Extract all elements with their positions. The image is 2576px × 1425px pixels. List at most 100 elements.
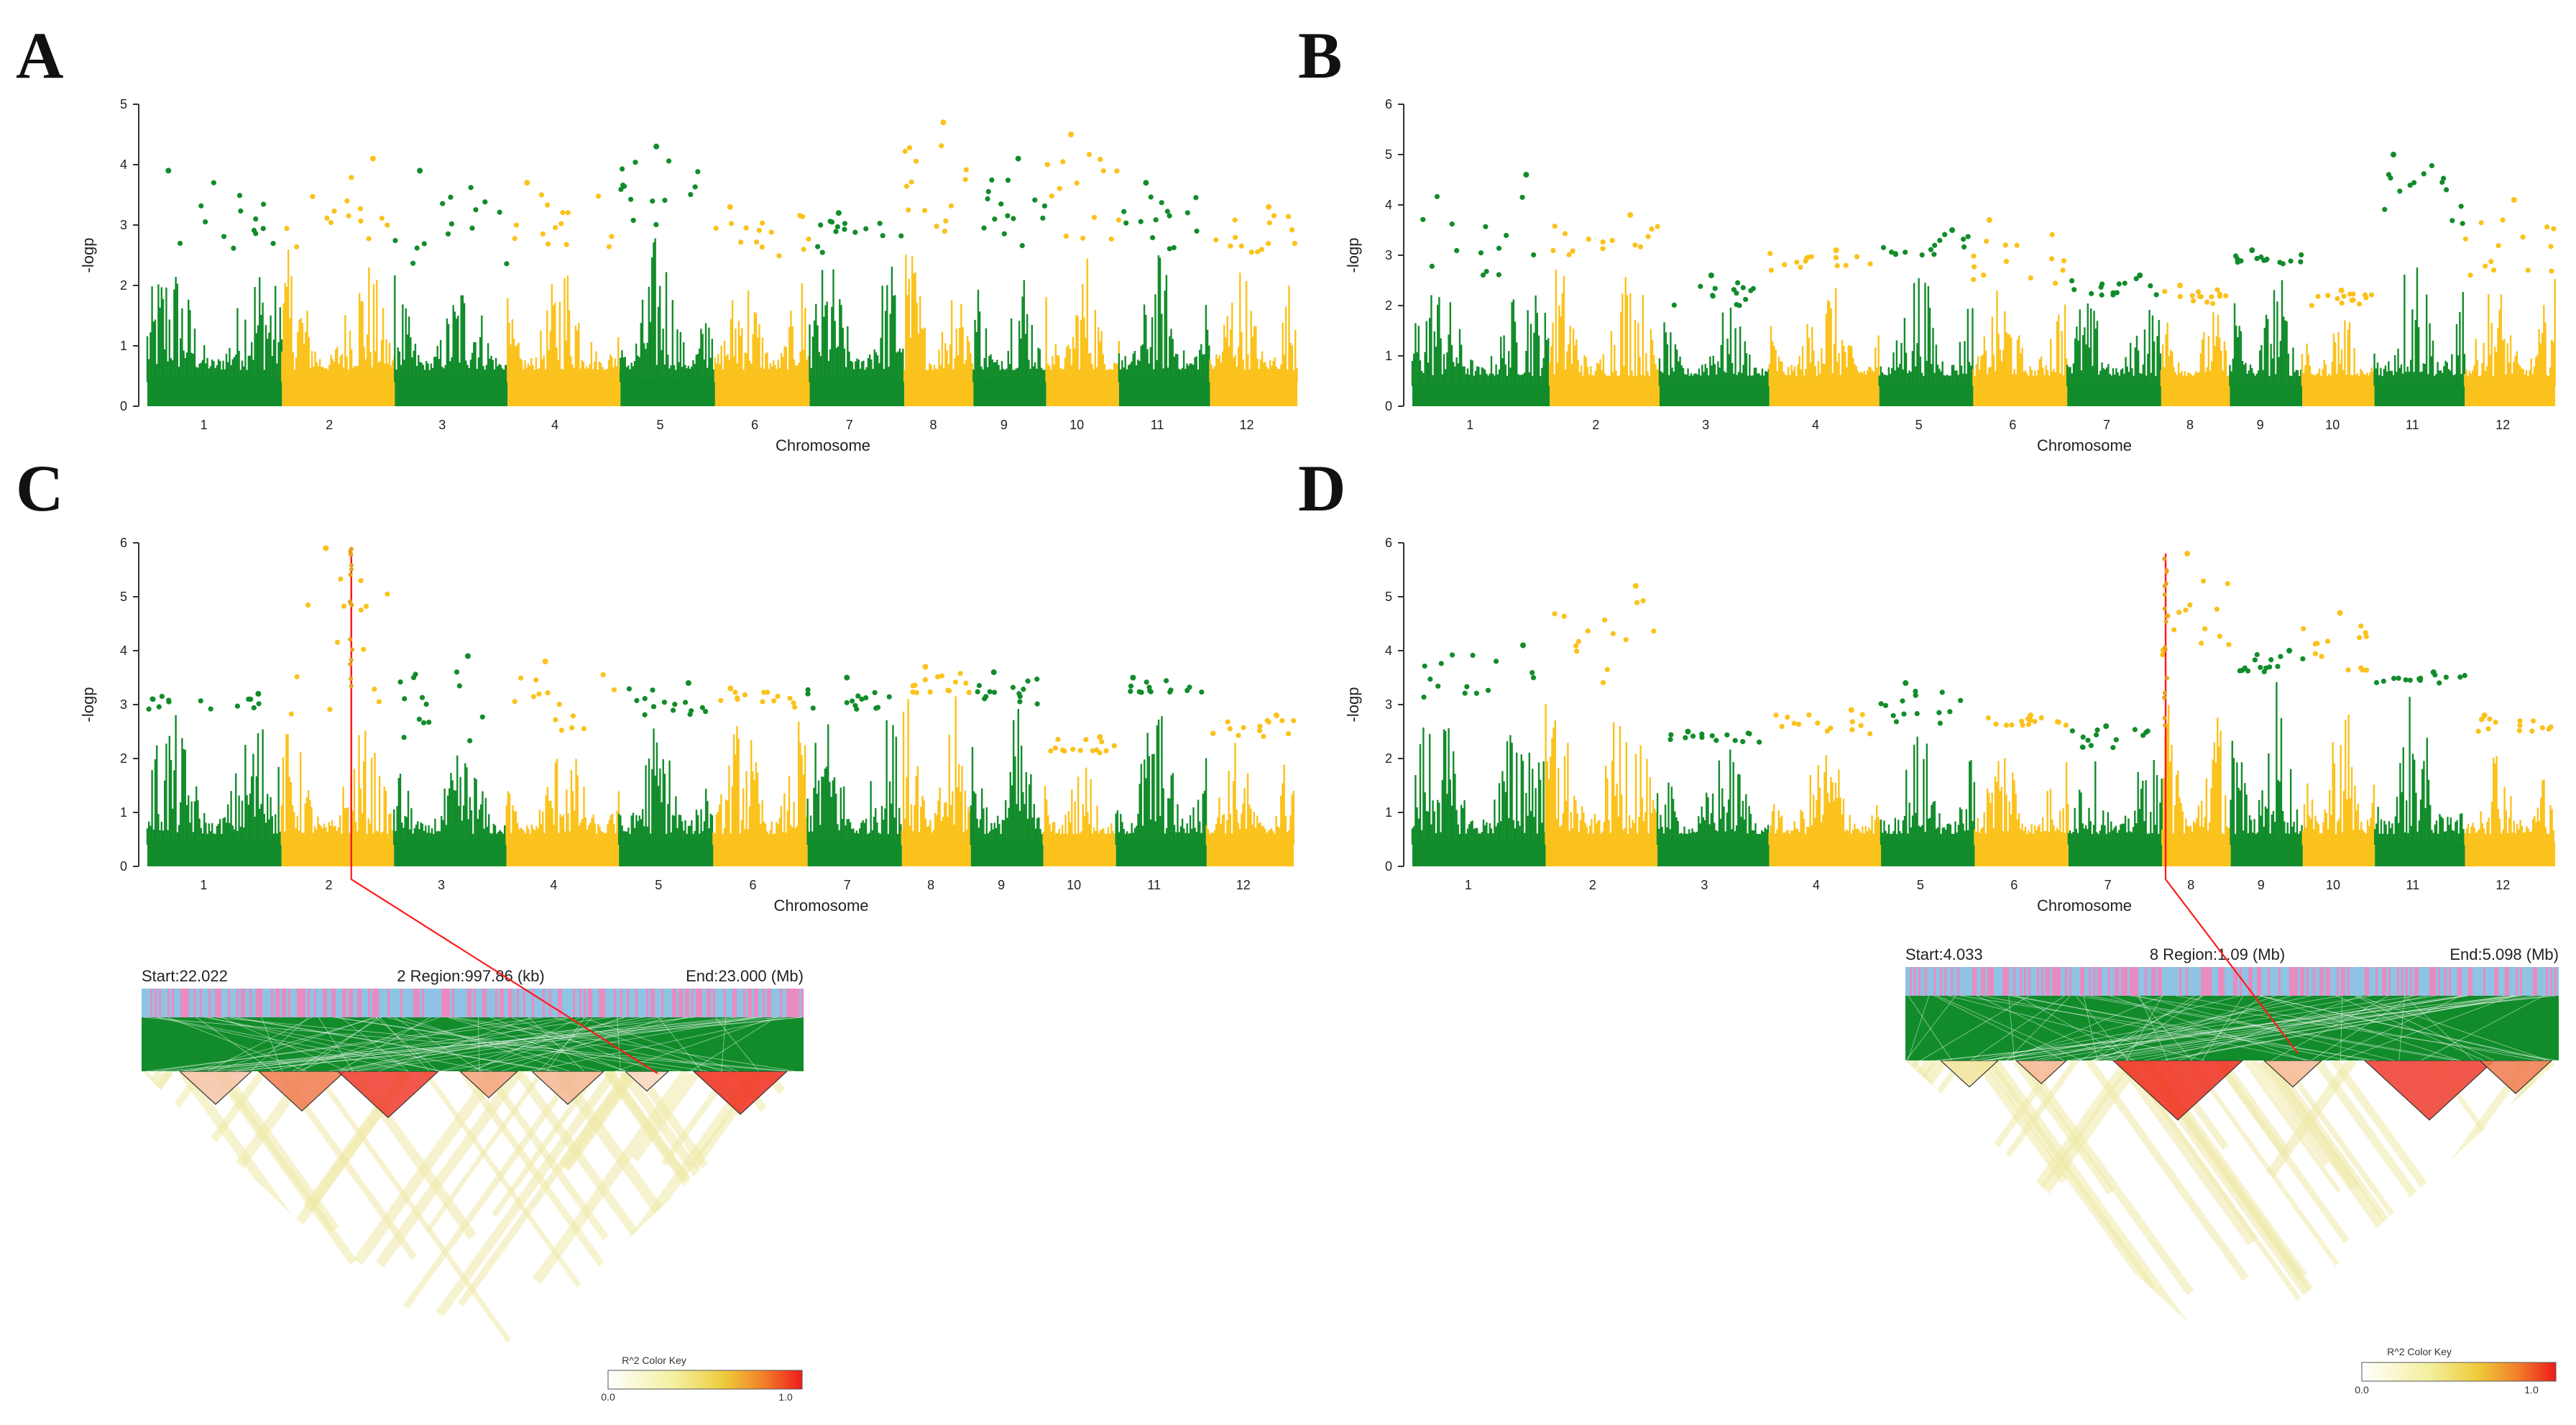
snp-stripe [1953, 967, 1956, 996]
ld-block [2113, 1060, 2242, 1120]
snp-point [2049, 232, 2055, 238]
snp-stripe [2367, 967, 2370, 996]
snp-stripe [474, 989, 477, 1017]
snp-stripe [323, 989, 326, 1017]
snp-stripe [325, 989, 328, 1017]
x-tick-label: 9 [1000, 418, 1008, 432]
y-tick-label: 5 [1385, 147, 1392, 162]
snp-point [2254, 651, 2260, 658]
snp-point [2133, 275, 2139, 282]
snp-point [1052, 745, 1059, 751]
snp-stripe [2250, 967, 2253, 996]
snp-stripe [2419, 967, 2421, 996]
snp-point [1878, 701, 1884, 707]
snp-point [366, 236, 372, 242]
snp-point [800, 214, 806, 219]
snp-stripe [2539, 967, 2542, 996]
snp-point [545, 202, 551, 208]
peak-snp-point [685, 680, 691, 686]
snp-point [338, 576, 344, 582]
ld-position-lines-c [142, 1017, 804, 1072]
snp-point [392, 237, 398, 244]
peak-snp-point [323, 545, 329, 551]
snp-point [1645, 234, 1651, 239]
snp-point [327, 707, 333, 712]
snp-point [1632, 242, 1638, 248]
snp-point [1193, 195, 1199, 201]
snp-stripe [362, 989, 364, 1017]
snp-stripe [226, 989, 229, 1017]
snp-stripe [2522, 967, 2525, 996]
snp-point [1640, 597, 1646, 604]
snp-point [2299, 252, 2304, 258]
snp-point [346, 213, 351, 219]
ld-block-outline [530, 1071, 605, 1105]
peak-snp-point [2511, 197, 2517, 203]
snp-point [852, 229, 858, 235]
peak-snp-point [524, 180, 530, 186]
snp-stripe [422, 989, 425, 1017]
snp-point [934, 224, 939, 229]
snp-point [699, 705, 705, 710]
snp-point [2226, 641, 2232, 648]
peak-snp-point [844, 674, 850, 681]
ld-block [1941, 1060, 1998, 1087]
snp-stripe [512, 989, 515, 1017]
snp-stripe [2546, 967, 2549, 996]
chromosome-7-points [2066, 272, 2162, 406]
snp-stripe [2229, 967, 2232, 996]
dense-snp-band [1043, 842, 1116, 866]
snp-point [1496, 272, 1501, 278]
snp-stripe [301, 989, 304, 1017]
highlight-snp-point [349, 657, 354, 662]
snp-point [1291, 718, 1297, 723]
snp-stripe [1951, 967, 1954, 996]
snp-point [2301, 626, 2306, 632]
snp-point [1574, 649, 1580, 654]
snp-stripe [398, 989, 401, 1017]
ld-block-outline [692, 1071, 788, 1115]
snp-stripe [2266, 967, 2268, 996]
snp-stripe [2315, 967, 2318, 996]
snp-stripe [461, 989, 464, 1017]
snp-point [791, 700, 796, 706]
snp-point [324, 215, 330, 221]
snp-point [419, 695, 426, 700]
snp-position-line [2088, 995, 2461, 1061]
snp-stripe [694, 989, 696, 1017]
peak-snp-point [542, 659, 548, 664]
snp-point [2411, 180, 2417, 185]
snp-stripe [418, 989, 420, 1017]
peak-snp-point [1130, 674, 1136, 681]
chromosome-10-points [1044, 132, 1122, 406]
snp-stripe [2091, 967, 2094, 996]
snp-stripe [560, 989, 563, 1017]
snp-stripe [249, 989, 252, 1017]
snp-stripe [704, 989, 707, 1017]
x-tick-label: 3 [1702, 418, 1709, 432]
color-key-title-d: R^2 Color Key [2387, 1346, 2452, 1357]
snp-position-line [293, 1017, 382, 1072]
snp-position-line [2075, 995, 2128, 1061]
snp-stripe [213, 989, 216, 1017]
snp-point [2388, 175, 2393, 181]
snp-stripe [2067, 967, 2070, 996]
x-tick-label: 10 [2326, 878, 2340, 892]
snp-stripe [426, 989, 429, 1017]
snp-stripe [2205, 967, 2208, 996]
snp-stripe [2380, 967, 2383, 996]
snp-position-line [302, 1017, 379, 1072]
peak-snp-point [255, 691, 262, 697]
snp-stripe [678, 989, 681, 1017]
snp-position-line [1908, 995, 1952, 1061]
snp-stripe [1933, 967, 1936, 996]
snp-point [2003, 723, 2010, 728]
snp-stripe [2065, 967, 2068, 996]
snp-stripe [2300, 967, 2303, 996]
snp-point [1867, 730, 1873, 737]
snp-position-line [208, 1017, 440, 1072]
ld-end-label-d: End:5.098 (Mb) [2450, 945, 2559, 963]
peak-snp-point [2286, 648, 2293, 654]
snp-point [2278, 654, 2283, 659]
